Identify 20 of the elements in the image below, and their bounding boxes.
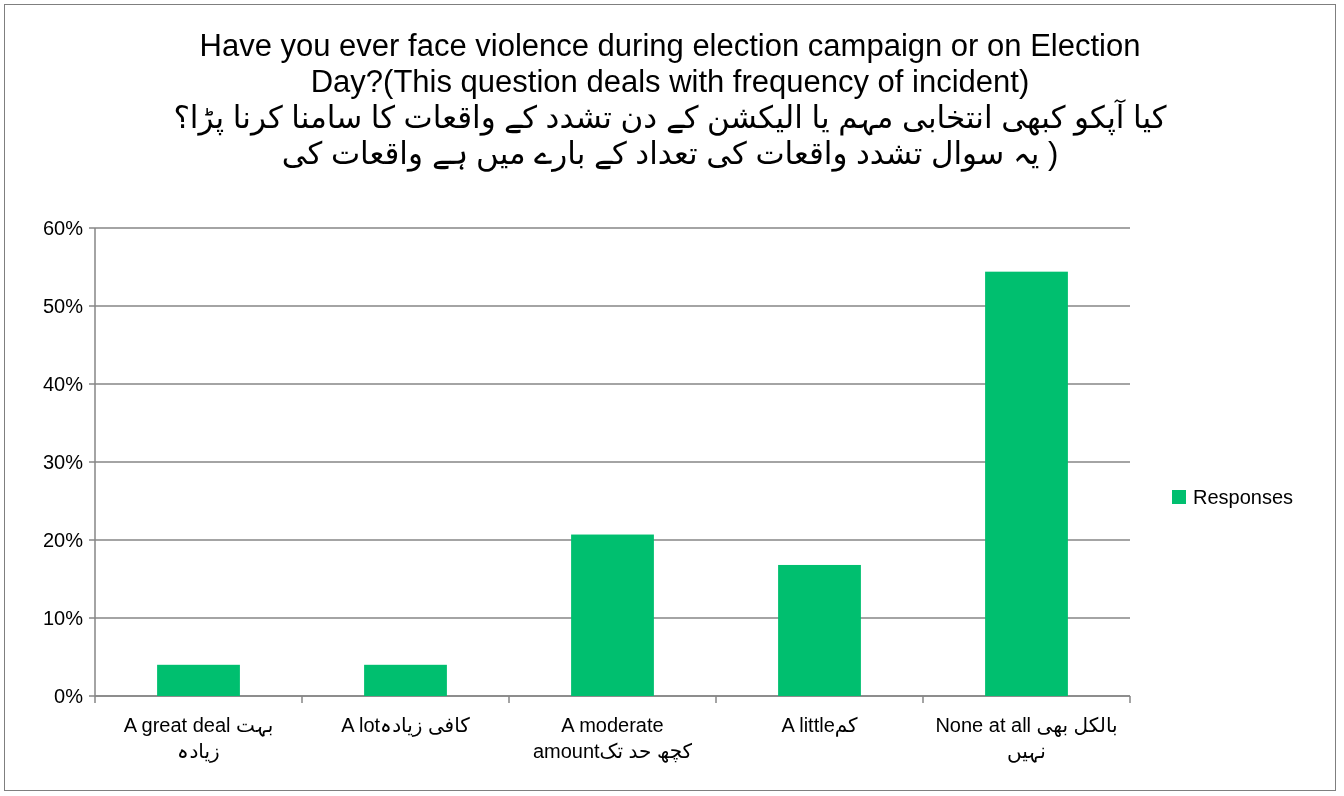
y-tick-label: 10% (42, 607, 84, 629)
legend-label: Responses (1193, 486, 1294, 508)
y-tick-label: 60% (42, 217, 84, 239)
x-tick-label: A moderate amountکچھ حد تک (531, 713, 694, 764)
x-tick-label: None at all بالکل بھی نہیں (934, 713, 1119, 764)
bar (157, 664, 240, 696)
x-tick-label: A lotکافی زیادہ (340, 713, 471, 738)
y-tick-label: 50% (42, 295, 84, 317)
y-tick-label: 20% (42, 529, 84, 551)
chart-title: Have you ever face violence during election campaign or on Election Day?(This question deals with frequency of incident) (198, 28, 1142, 99)
y-tick-label: 0% (54, 685, 84, 707)
y-tick-label: 40% (42, 373, 84, 395)
y-tick-label: 30% (42, 451, 84, 473)
bar (985, 271, 1068, 696)
bar (364, 664, 447, 696)
chart-subtitle: کیا آپکو کبھی انتخابی مہم یا الیکشن کے دن تشدد کے واقعات کا سامنا کرنا پڑا؟( یہ سوال تشدد واقعات کی تعداد کے بارے میں ہے واقعات کی (172, 100, 1168, 172)
bar (571, 534, 654, 696)
x-tick-label: A littleکم (780, 713, 859, 738)
bar (778, 564, 861, 696)
x-tick-label: A great deal بہت زیادہ (122, 713, 275, 764)
